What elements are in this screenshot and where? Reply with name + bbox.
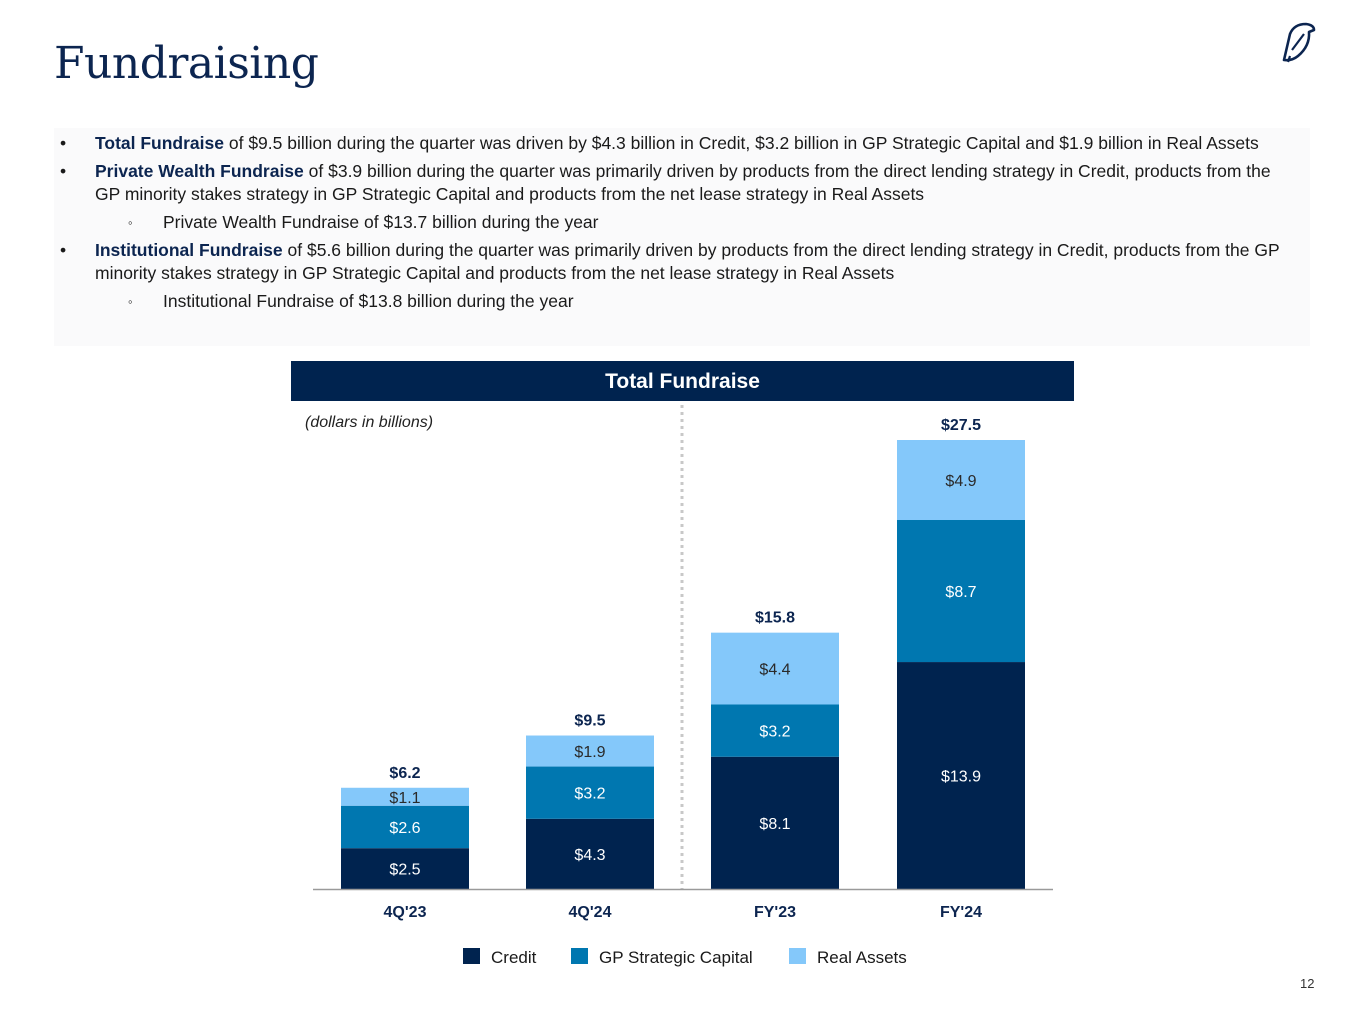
- category-tick-label: FY'24: [940, 904, 982, 921]
- bullet-text: Institutional Fundraise of $13.8 billion…: [163, 291, 574, 311]
- bullet-dot: •: [60, 133, 67, 153]
- chart-title: Total Fundraise: [291, 361, 1074, 401]
- segment-value-label: $4.3: [574, 847, 605, 864]
- legend-label: Credit: [491, 948, 537, 967]
- legend-swatch: [571, 948, 588, 964]
- bar-segment-credit: [526, 818, 654, 889]
- bar-segment-credit: [711, 756, 839, 889]
- category-tick-label: 4Q'23: [384, 904, 427, 921]
- bar-segment-gp-strategic-capital: [526, 766, 654, 819]
- bar-total-label: $6.2: [389, 765, 420, 782]
- bar-segment-credit: [341, 848, 469, 889]
- bar-segment-credit: [897, 662, 1025, 889]
- bar-total-label: $27.5: [941, 417, 981, 434]
- bullet-bold: Institutional Fundraise: [95, 240, 283, 260]
- bar-segment-gp-strategic-capital: [897, 520, 1025, 663]
- category-tick-label: 4Q'24: [569, 904, 612, 921]
- legend-swatch: [789, 948, 806, 964]
- bullet-bold: Total Fundraise: [95, 133, 224, 153]
- page-number: 12: [1300, 976, 1315, 991]
- bar-segment-gp-strategic-capital: [341, 805, 469, 849]
- bullet-private-wealth-year: ◦ Private Wealth Fundraise of $13.7 billi…: [54, 211, 1300, 234]
- segment-value-label: $3.2: [759, 724, 790, 741]
- bar-segment-real-assets: [897, 440, 1025, 521]
- bullet-institutional-year: ◦ Institutional Fundraise of $13.8 billio…: [54, 290, 1300, 313]
- segment-value-label: $4.9: [945, 473, 976, 490]
- sub-bullet-dot: ◦: [128, 294, 133, 309]
- segment-value-label: $13.9: [941, 769, 981, 786]
- segment-value-label: $2.6: [389, 820, 420, 837]
- legend-label: GP Strategic Capital: [599, 948, 753, 967]
- segment-value-label: $8.1: [759, 816, 790, 833]
- bar-segment-real-assets: [711, 632, 839, 705]
- bar-segment-gp-strategic-capital: [711, 704, 839, 757]
- bullet-dot: •: [60, 161, 67, 181]
- segment-value-label: $3.2: [574, 786, 605, 803]
- bullet-private-wealth: • Private Wealth Fundraise of $3.9 billio…: [54, 160, 1300, 206]
- bullet-total-fundraise: • Total Fundraise of $9.5 billion during …: [54, 132, 1300, 155]
- segment-value-label: $4.4: [759, 662, 790, 679]
- bullet-text: of $5.6 billion during the quarter was p…: [95, 240, 1280, 283]
- segment-value-label: $2.5: [389, 862, 420, 879]
- legend-swatch: [463, 948, 480, 964]
- bullet-dot: •: [60, 240, 67, 260]
- legend-label: Real Assets: [817, 948, 907, 967]
- bullet-institutional: • Institutional Fundraise of $5.6 billion…: [54, 239, 1300, 285]
- page-title: Fundraising: [54, 38, 319, 89]
- units-note: (dollars in billions): [305, 414, 434, 431]
- bullet-text: of $9.5 billion during the quarter was d…: [224, 133, 1259, 153]
- bar-segment-real-assets: [341, 787, 469, 806]
- category-tick-label: FY'23: [754, 904, 796, 921]
- segment-value-label: $1.1: [389, 790, 420, 807]
- bar-segment-real-assets: [526, 735, 654, 767]
- bar-total-label: $9.5: [574, 713, 605, 730]
- bar-total-label: $15.8: [755, 610, 795, 627]
- bullet-text: Private Wealth Fundraise of $13.7 billio…: [163, 212, 599, 232]
- summary-bullets: • Total Fundraise of $9.5 billion during …: [54, 128, 1310, 346]
- segment-value-label: $1.9: [574, 744, 605, 761]
- segment-value-label: $8.7: [945, 584, 976, 601]
- bullet-bold: Private Wealth Fundraise: [95, 161, 304, 181]
- bird-logo-icon: [1282, 22, 1316, 63]
- sub-bullet-dot: ◦: [128, 215, 133, 230]
- bullet-text: of $3.9 billion during the quarter was p…: [95, 161, 1271, 204]
